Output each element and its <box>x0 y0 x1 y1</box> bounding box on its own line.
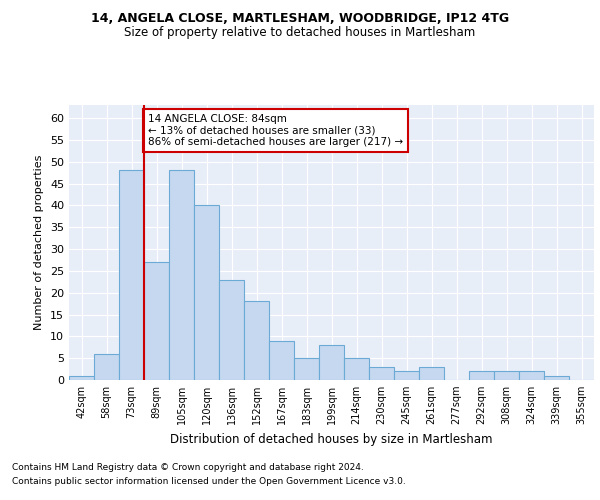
Bar <box>94 354 119 380</box>
Bar <box>419 367 444 380</box>
Bar <box>469 372 494 380</box>
Bar <box>544 376 569 380</box>
Bar <box>69 376 94 380</box>
Text: Size of property relative to detached houses in Martlesham: Size of property relative to detached ho… <box>124 26 476 39</box>
Bar <box>119 170 144 380</box>
Bar <box>369 367 394 380</box>
Bar <box>394 372 419 380</box>
Text: 14 ANGELA CLOSE: 84sqm
← 13% of detached houses are smaller (33)
86% of semi-det: 14 ANGELA CLOSE: 84sqm ← 13% of detached… <box>148 114 403 147</box>
Bar <box>219 280 244 380</box>
Bar <box>194 206 219 380</box>
Bar <box>294 358 319 380</box>
Bar <box>519 372 544 380</box>
X-axis label: Distribution of detached houses by size in Martlesham: Distribution of detached houses by size … <box>170 432 493 446</box>
Text: Contains HM Land Registry data © Crown copyright and database right 2024.: Contains HM Land Registry data © Crown c… <box>12 464 364 472</box>
Bar <box>144 262 169 380</box>
Y-axis label: Number of detached properties: Number of detached properties <box>34 155 44 330</box>
Bar <box>269 340 294 380</box>
Bar <box>319 345 344 380</box>
Bar <box>344 358 369 380</box>
Bar <box>169 170 194 380</box>
Text: Contains public sector information licensed under the Open Government Licence v3: Contains public sector information licen… <box>12 477 406 486</box>
Bar <box>244 302 269 380</box>
Text: 14, ANGELA CLOSE, MARTLESHAM, WOODBRIDGE, IP12 4TG: 14, ANGELA CLOSE, MARTLESHAM, WOODBRIDGE… <box>91 12 509 26</box>
Bar <box>494 372 519 380</box>
